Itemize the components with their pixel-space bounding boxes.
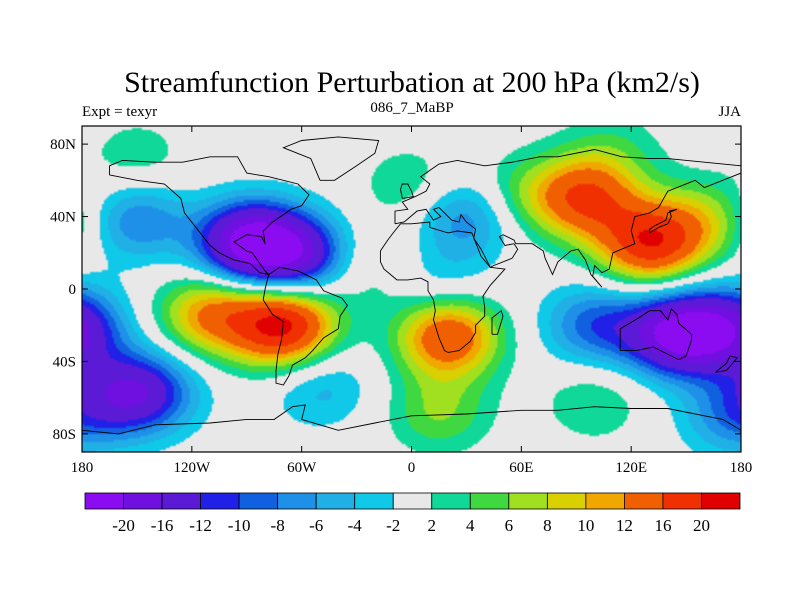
colorbar-label: 20 [693,516,710,535]
x-tick-label: 180 [730,460,753,476]
coastline-eurasia [394,149,741,288]
y-tick-label: 40S [53,354,76,370]
x-tick-label: 120W [173,460,211,476]
coastline-japan [649,208,678,234]
y-tick-label: 0 [69,282,77,298]
colorbar-label: -16 [151,516,174,535]
colorbar-label: -20 [112,516,135,535]
colorbar-swatch [624,492,664,510]
x-tick-label: 60W [287,460,317,476]
colorbar-swatch [392,492,433,510]
colorbar-label: -12 [189,516,212,535]
y-tick-label: 40N [50,210,76,226]
y-tick-label: 80S [53,427,76,443]
colorbar-swatch [662,492,702,510]
colorbar-swatch [200,492,240,510]
colorbar-label: -8 [271,516,285,535]
colorbar-label: 2 [428,516,437,535]
contour-field [82,126,741,452]
coastline-south-america [262,266,348,386]
colorbar-label: 12 [616,516,633,535]
colorbar-label: 16 [654,516,671,535]
colorbar-label: -10 [228,516,251,535]
colorbar-swatch [84,492,124,510]
x-tick-label: 60E [509,460,533,476]
coastline-britain [400,183,414,199]
coastlines [82,136,741,435]
colorbar-swatch [315,492,356,510]
chart-title: Streamfunction Perturbation at 200 hPa (… [124,66,700,99]
colorbar-swatch [277,492,317,510]
colorbar-swatch [701,492,741,510]
x-axis: 180 120W 60W 0 60E 120E 180 [71,126,753,476]
season-label: JJA [718,104,741,120]
colorbar-swatch [161,492,201,510]
coastline-antarctica [82,404,741,435]
colorbar-label: 4 [466,516,475,535]
coastline-madagascar [491,309,504,335]
case-label: 086_7_MaBP [370,100,453,116]
experiment-label: Expt = texyr [82,104,157,120]
colorbar-swatch [469,492,510,510]
colorbar: -20 -16 -12 -10 -8 -6 -4 -2 2 4 6 8 10 12 16 20 [84,492,741,535]
colorbar-swatch [354,492,394,510]
colorbar-label: 8 [543,516,552,535]
colorbar-label: -2 [386,516,400,535]
coastline-new-zealand [715,355,739,373]
colorbar-swatch [123,492,163,510]
coastline-north-america [109,156,310,276]
colorbar-label: -6 [309,516,323,535]
y-axis: 80N 40N 0 40S 80S [50,137,741,443]
colorbar-swatch [546,492,587,510]
colorbar-swatch [431,492,471,510]
map-area [82,126,741,452]
colorbar-label: 10 [577,516,594,535]
x-tick-label: 0 [408,460,416,476]
coastline-africa [379,221,506,353]
coastline-greenland [282,136,380,181]
coastline-australia [619,308,693,361]
x-tick-label: 180 [71,460,94,476]
colorbar-swatch [238,492,279,510]
y-tick-label: 80N [50,137,76,153]
colorbar-label: 6 [505,516,514,535]
colorbar-swatch [585,492,625,510]
x-tick-label: 120E [615,460,647,476]
colorbar-swatch [508,492,548,510]
colorbar-label: -4 [348,516,363,535]
